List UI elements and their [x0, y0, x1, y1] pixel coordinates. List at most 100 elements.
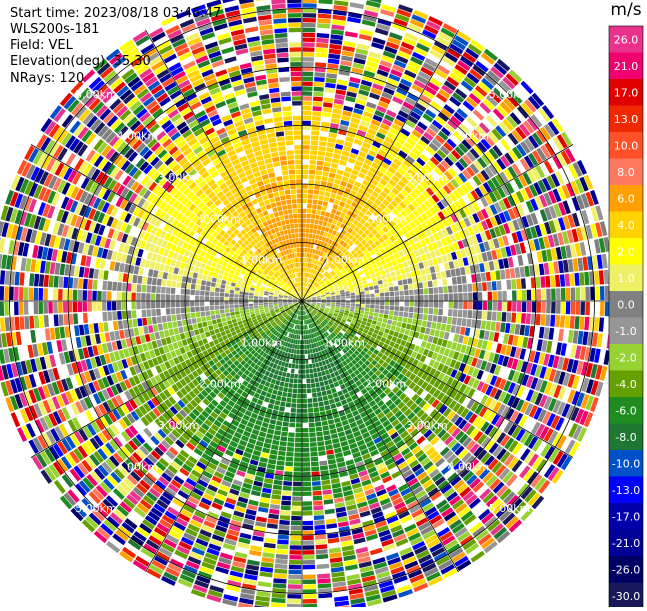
range-gate-cell [292, 506, 302, 511]
range-gate-cell [315, 539, 327, 544]
range-gate-cell [303, 526, 314, 531]
range-gate-cell [302, 228, 305, 232]
range-gate-cell [419, 295, 424, 301]
range-gate-cell [313, 398, 318, 403]
range-gate-cell [488, 292, 493, 301]
range-gate-cell [361, 301, 365, 304]
range-gate-cell [536, 314, 541, 325]
range-gate-cell [286, 398, 291, 403]
range-gate-cell [297, 394, 302, 398]
range-gate-cell [311, 141, 319, 146]
range-gate-cell [290, 413, 296, 418]
range-gate-cell [310, 447, 317, 452]
range-gate-cell [310, 437, 317, 442]
range-gate-cell [346, 296, 350, 299]
range-gate-cell [453, 293, 458, 300]
range-gate-cell [356, 304, 361, 307]
range-gate-cell [458, 285, 463, 293]
range-gate-cell [385, 297, 389, 301]
range-gate-cell [540, 276, 545, 288]
range-gate-cell [292, 398, 297, 403]
range-gate-cell [551, 302, 556, 314]
range-gate-cell [293, 487, 302, 492]
range-gate-cell [571, 302, 576, 315]
range-gate-cell [442, 316, 447, 323]
range-gate-cell [281, 397, 286, 402]
range-gate-cell [279, 446, 286, 451]
range-gate-cell [483, 302, 488, 311]
range-gate-cell [280, 436, 287, 441]
range-gate-cell [292, 496, 301, 501]
range-gate-cell [287, 447, 294, 452]
range-gate-cell [585, 302, 590, 315]
range-gate-cell [287, 442, 294, 447]
range-gate-cell [521, 313, 526, 324]
range-gate-cell [303, 82, 313, 87]
range-gate-cell [303, 28, 316, 33]
range-gate-cell [313, 501, 323, 506]
range-gate-cell [293, 389, 298, 394]
range-gate-cell [522, 290, 527, 300]
range-gate-cell [545, 315, 550, 327]
range-gate-cell [351, 304, 356, 307]
range-gate-cell [307, 209, 312, 214]
range-gate-cell [308, 194, 313, 199]
range-gate-cell [546, 289, 551, 301]
range-gate-cell [394, 286, 399, 291]
range-gate-cell [447, 317, 452, 324]
range-gate-cell [390, 301, 394, 305]
range-gate-cell [302, 209, 306, 213]
range-gate-cell [390, 296, 394, 300]
range-gate-cell [303, 126, 311, 131]
range-gate-cell [314, 72, 325, 77]
range-gate-cell [302, 345, 304, 349]
range-gate-cell [305, 238, 308, 243]
range-gate-cell [303, 38, 315, 43]
range-gate-cell [346, 301, 350, 303]
range-gate-cell [303, 457, 310, 462]
range-gate-cell [303, 42, 315, 47]
range-gate-cell [317, 161, 324, 166]
range-gate-cell [309, 418, 315, 423]
range-gate-cell [302, 214, 306, 218]
range-gate-cell [458, 302, 463, 309]
range-gate-cell [313, 101, 323, 106]
range-gate-cell [303, 0, 317, 3]
range-gate-cell [302, 253, 304, 257]
range-gate-cell [467, 284, 472, 292]
range-gate-cell [294, 467, 302, 472]
range-gate-cell [405, 296, 409, 301]
range-gate-cell [306, 369, 310, 374]
range-gate-cell [516, 313, 521, 323]
range-gate-cell [410, 296, 414, 301]
range-gate-cell [303, 462, 311, 467]
range-gate-cell [438, 287, 443, 294]
range-gate-cell [309, 432, 316, 437]
range-gate-cell [399, 312, 404, 317]
range-gate-cell [313, 92, 323, 97]
range-gate-cell [551, 289, 556, 301]
range-gate-cell [307, 398, 312, 403]
range-gate-cell [310, 374, 314, 379]
range-gate-cell [319, 406, 325, 411]
range-gate-cell [487, 311, 492, 320]
range-gate-cell [414, 295, 419, 301]
range-gate-cell [298, 369, 301, 373]
range-gate-cell [307, 384, 311, 389]
range-gate-cell [310, 160, 317, 165]
range-gate-cell [419, 308, 424, 314]
range-gate-cell [576, 287, 581, 300]
range-gate-cell [316, 544, 328, 549]
range-gate-cell [315, 175, 321, 180]
range-gate-cell [449, 294, 454, 301]
range-gate-cell [309, 364, 313, 369]
range-gate-cell [302, 223, 306, 227]
range-gate-cell [295, 443, 302, 448]
range-gate-cell [293, 384, 297, 389]
range-gate-cell [295, 433, 301, 437]
range-gate-cell [433, 315, 438, 322]
range-gate-cell [302, 433, 308, 437]
range-gate-cell [297, 404, 302, 408]
range-gate-cell [309, 170, 315, 175]
range-gate-cell [492, 312, 497, 321]
